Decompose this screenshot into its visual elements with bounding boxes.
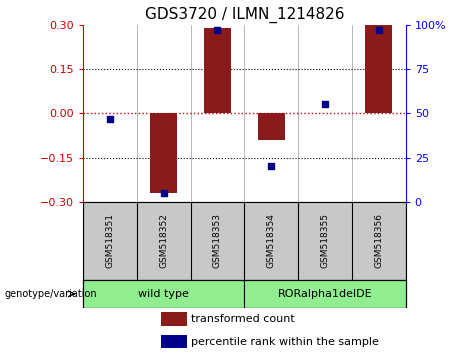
Text: wild type: wild type [138,289,189,299]
Text: GSM518353: GSM518353 [213,213,222,268]
Bar [365,25,392,113]
Text: GSM518355: GSM518355 [320,213,330,268]
Bar [244,280,406,308]
Point [160,190,167,196]
Text: transformed count: transformed count [191,314,295,324]
Bar [83,280,244,308]
Text: RORalpha1delDE: RORalpha1delDE [278,289,372,299]
Point [214,27,221,33]
Bar [161,335,187,348]
Text: genotype/variation: genotype/variation [5,289,97,299]
Title: GDS3720 / ILMN_1214826: GDS3720 / ILMN_1214826 [145,7,344,23]
Point [106,116,113,121]
Text: GSM518352: GSM518352 [159,213,168,268]
Bar [150,113,177,193]
Point [375,27,383,33]
Text: GSM518356: GSM518356 [374,213,383,268]
Bar [161,312,187,326]
Point [267,164,275,169]
Text: percentile rank within the sample: percentile rank within the sample [191,337,379,347]
Text: GSM518354: GSM518354 [267,213,276,268]
Point [321,102,329,107]
Bar [204,28,231,113]
Bar [258,113,284,140]
Text: GSM518351: GSM518351 [106,213,114,268]
